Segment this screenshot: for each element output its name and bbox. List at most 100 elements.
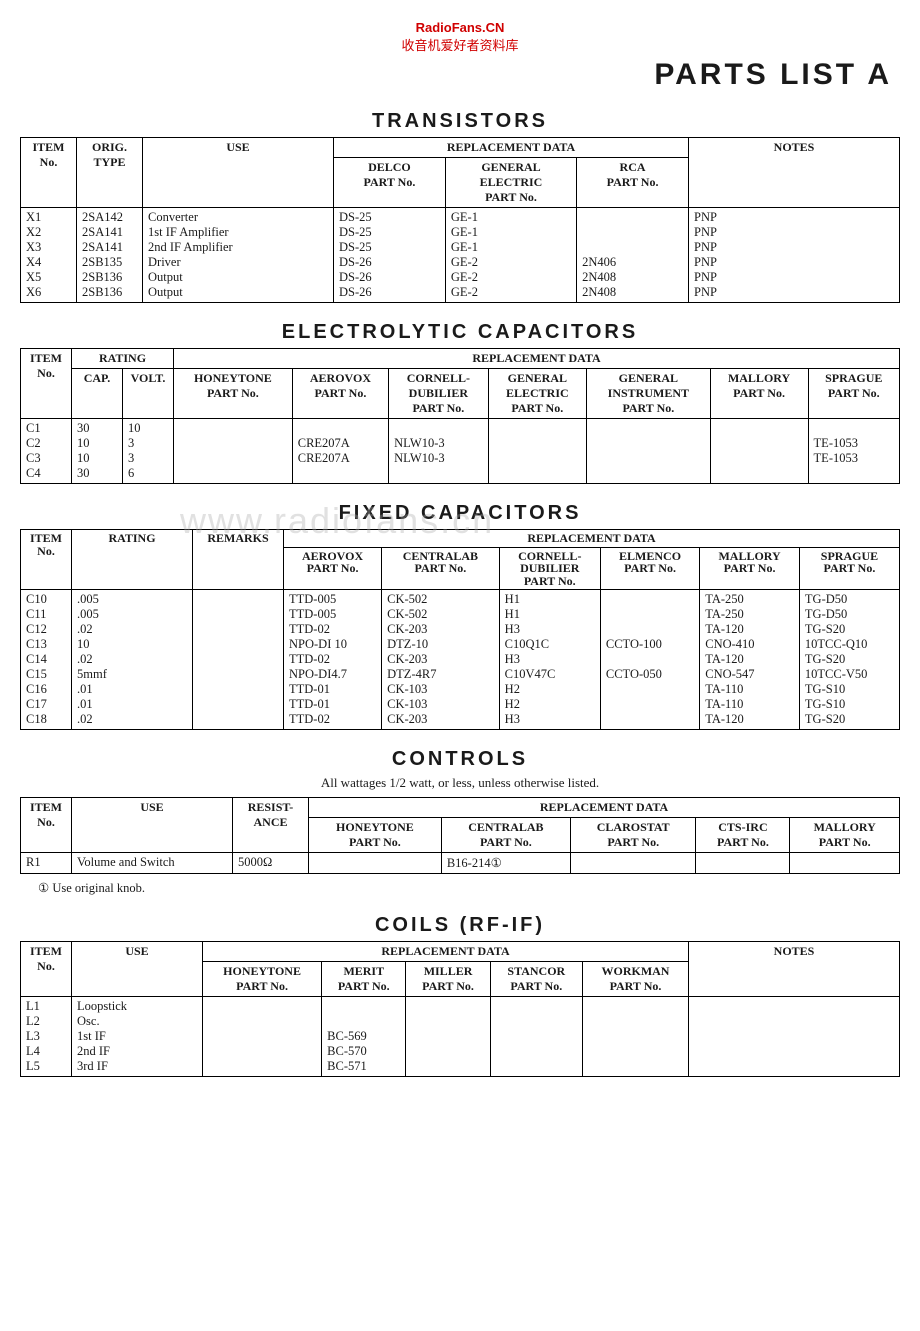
table-cell [570,853,696,874]
th-item: ITEMNo. [21,798,72,853]
th-mallory: MALLORYPART No. [790,818,900,853]
th-rca: RCAPART No. [577,158,689,208]
th-stancor: STANCORPART No. [490,962,582,997]
controls-subnote: All wattages 1/2 watt, or less, unless o… [20,775,900,791]
th-item: ITEMNo. [21,138,77,208]
th-use: USE [72,798,233,853]
th-delco: DELCOPART No. [334,158,446,208]
table-cell: B16-214① [441,853,570,874]
th-remarks: REMARKS [193,530,284,590]
table-cell: Volume and Switch [72,853,233,874]
th-mallory: MALLORYPART No. [710,369,808,419]
th-repl: REPLACEMENT DATA [309,798,900,818]
table-cell [309,853,442,874]
th-merit: MERITPART No. [322,962,406,997]
table-cell [174,419,293,484]
table-cell [689,997,900,1077]
th-cd: CORNELL-DUBILIERPART No. [499,547,600,590]
table-cell: 5000Ω [233,853,309,874]
transistors-title: TRANSISTORS [20,110,900,133]
th-repl: REPLACEMENT DATA [174,349,900,369]
table-cell: C10C11C12C13C14C15C16C17C18 [21,590,72,730]
th-centralab: CENTRALABPART No. [382,547,500,590]
table-cell: Converter1st IF Amplifier2nd IF Amplifie… [143,208,334,303]
table-cell: 2SA1422SA1412SA1412SB1352SB1362SB136 [77,208,143,303]
table-cell: BC-569BC-570BC-571 [322,997,406,1077]
table-cell [696,853,790,874]
table-cell: CK-502CK-502CK-203DTZ-10CK-203DTZ-4R7CK-… [382,590,500,730]
th-notes: NOTES [689,138,900,208]
table-cell: TE-1053TE-1053 [808,419,899,484]
th-orig: ORIG.TYPE [77,138,143,208]
th-repl: REPLACEMENT DATA [203,942,689,962]
site-name: RadioFans.CN [20,20,900,35]
table-cell: TTD-005TTD-005TTD-02NPO-DI 10TTD-02NPO-D… [284,590,382,730]
th-item: ITEMNo. [21,349,72,419]
table-cell: TG-D50TG-D50TG-S2010TCC-Q10TG-S2010TCC-V… [799,590,899,730]
th-use: USE [72,942,203,997]
th-item: ITEMNo. [21,942,72,997]
th-honey: HONEYTONEPART No. [174,369,293,419]
th-item: ITEMNo. [21,530,72,590]
table-cell: DS-25DS-25DS-25DS-26DS-26DS-26 [334,208,446,303]
table-cell: CRE207ACRE207A [292,419,388,484]
table-cell [488,419,587,484]
controls-title: CONTROLS [20,748,900,771]
th-cd: CORNELL-DUBILIERPART No. [389,369,488,419]
th-elmenco: ELMENCOPART No. [600,547,699,590]
table-cell [790,853,900,874]
site-subtitle: 收音机爱好者资料库 [20,35,900,54]
table-cell: PNPPNPPNPPNPPNPPNP [689,208,900,303]
table-cell: H1H1H3C10Q1CH3C10V47CH2H2H3 [499,590,600,730]
th-rating: RATING [72,530,193,590]
th-aerovox: AEROVOXPART No. [292,369,388,419]
table-cell: GE-1GE-1GE-1GE-2GE-2GE-2 [445,208,576,303]
th-honey: HONEYTONEPART No. [309,818,442,853]
th-gi: GENERALINSTRUMENTPART No. [587,369,711,419]
th-volt: VOLT. [123,369,174,419]
table-cell: TA-250TA-250TA-120CNO-410TA-120CNO-547TA… [700,590,800,730]
table-cell [490,997,582,1077]
th-notes: NOTES [689,942,900,997]
th-cap: CAP. [72,369,123,419]
coils-title: COILS (RF-IF) [20,914,900,937]
table-cell: NLW10-3NLW10-3 [389,419,488,484]
table-cell: 10336 [123,419,174,484]
table-cell: LoopstickOsc.1st IF2nd IF3rd IF [72,997,203,1077]
th-repl: REPLACEMENT DATA [334,138,689,158]
table-cell [406,997,490,1077]
table-cell: 2N4062N4082N408 [577,208,689,303]
table-cell [193,590,284,730]
coils-table: ITEMNo. USE REPLACEMENT DATA NOTES HONEY… [20,941,900,1077]
th-mallory: MALLORYPART No. [700,547,800,590]
th-centralab: CENTRALABPART No. [441,818,570,853]
table-cell: X1X2X3X4X5X6 [21,208,77,303]
th-ge: GENERALELECTRICPART No. [445,158,576,208]
th-clarostat: CLAROSTATPART No. [570,818,696,853]
th-rating: RATING [72,349,174,369]
page-title: PARTS LIST A [20,58,892,92]
transistors-table: ITEMNo. ORIG.TYPE USE REPLACEMENT DATA N… [20,137,900,303]
table-cell [710,419,808,484]
th-miller: MILLERPART No. [406,962,490,997]
th-workman: WORKMANPART No. [582,962,688,997]
th-repl: REPLACEMENT DATA [284,530,900,548]
table-cell: 30101030 [72,419,123,484]
table-cell [203,997,322,1077]
table-cell [582,997,688,1077]
th-aerovox: AEROVOXPART No. [284,547,382,590]
controls-table: ITEMNo. USE RESIST-ANCE REPLACEMENT DATA… [20,797,900,874]
th-res: RESIST-ANCE [233,798,309,853]
th-sprague: SPRAGUEPART No. [808,369,899,419]
th-cts: CTS-IRCPART No. [696,818,790,853]
fixedcaps-table: ITEMNo. RATING REMARKS REPLACEMENT DATA … [20,529,900,730]
table-cell: .005.005.0210.025mmf.01.01.02 [72,590,193,730]
th-ge: GENERALELECTRICPART No. [488,369,587,419]
table-cell: C1C2C3C4 [21,419,72,484]
th-honey: HONEYTONEPART No. [203,962,322,997]
electrolytics-title: ELECTROLYTIC CAPACITORS [20,321,900,344]
th-sprague: SPRAGUEPART No. [799,547,899,590]
th-use: USE [143,138,334,208]
electrolytics-table: ITEMNo. RATING REPLACEMENT DATA CAP. VOL… [20,348,900,484]
controls-footnote: ① Use original knob. [38,880,900,896]
